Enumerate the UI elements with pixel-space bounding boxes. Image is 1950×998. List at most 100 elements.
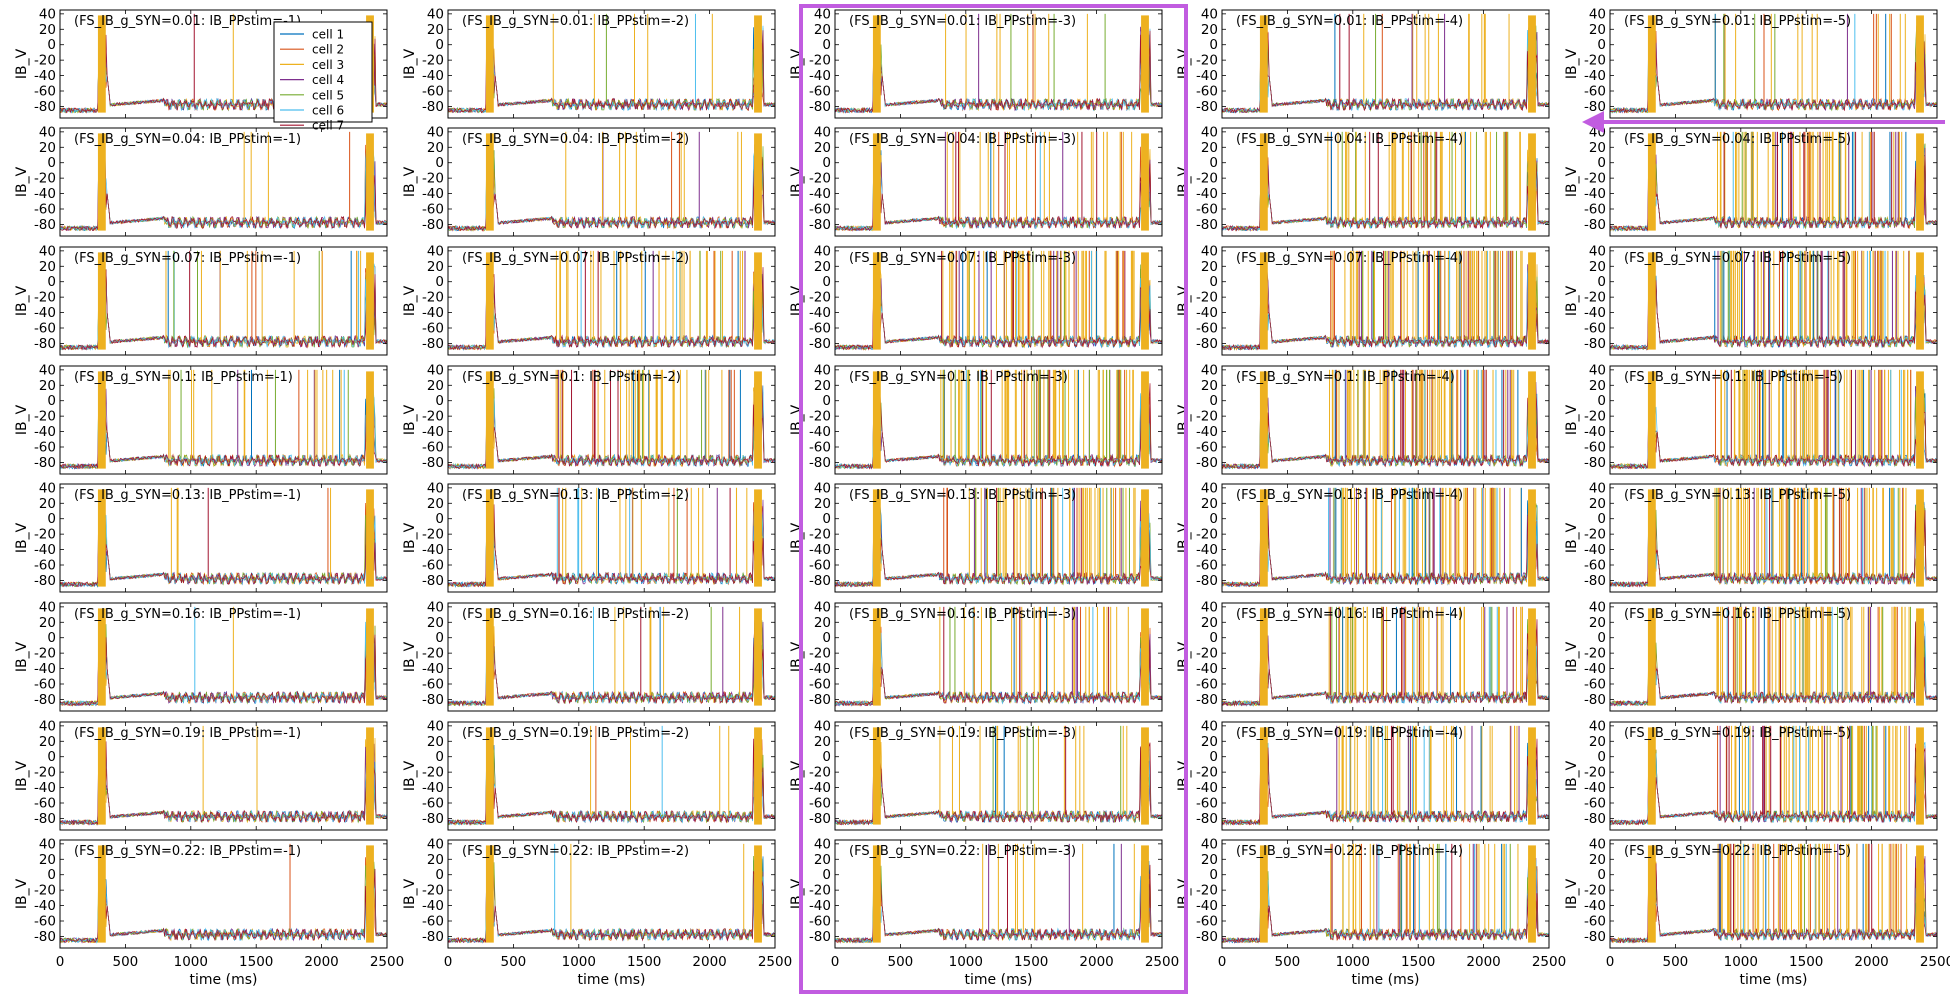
- burst-1: [1259, 845, 1268, 943]
- y-tick-label: 40: [1589, 6, 1606, 22]
- burst-1: [1259, 727, 1268, 825]
- y-tick-label: 40: [39, 6, 56, 22]
- y-tick-label: 0: [1597, 630, 1606, 646]
- y-tick-label: -40: [34, 186, 56, 202]
- burst-1: [97, 133, 106, 231]
- y-tick-label: -40: [34, 661, 56, 677]
- traces: [448, 369, 775, 470]
- panel-6-3: 40200-20-40-60-80IB_V(FS_IB_g_SYN=0.19: …: [1176, 718, 1550, 831]
- trace-cell-7: [1222, 738, 1549, 826]
- burst-2: [754, 845, 762, 943]
- y-tick-label: 0: [1597, 867, 1606, 883]
- burst-2: [366, 727, 374, 825]
- trace-cell-6: [448, 149, 775, 232]
- y-tick-label: 0: [1597, 155, 1606, 171]
- y-tick-label: -60: [809, 84, 831, 100]
- x-axis-label: time (ms): [190, 972, 258, 988]
- trace-cell-5: [1222, 502, 1549, 587]
- trace-cell-7: [60, 390, 387, 469]
- y-tick-label: -80: [34, 455, 56, 471]
- y-tick-label: -40: [809, 661, 831, 677]
- x-tick-label: 1000: [1336, 954, 1370, 970]
- trace-cell-6: [1222, 738, 1549, 825]
- axes-box: [447, 483, 776, 593]
- y-tick-label: -80: [34, 692, 56, 708]
- y-tick-label: 20: [39, 378, 56, 394]
- trace-cell-7: [60, 738, 387, 826]
- burst-1: [485, 727, 494, 825]
- trace-cell-6: [448, 25, 775, 114]
- trace-cell-5: [835, 264, 1162, 351]
- y-tick-label: -20: [1584, 646, 1606, 662]
- trace-cell-7: [1610, 272, 1937, 351]
- burst-2: [1916, 371, 1924, 469]
- y-tick-label: 20: [1201, 496, 1218, 512]
- trace-cell-6: [835, 27, 1162, 114]
- x-tick-label: 0: [1606, 954, 1615, 970]
- trace-cell-4: [448, 383, 775, 470]
- trace-cell-6: [1610, 618, 1937, 707]
- panel-title: (FS_IB_g_SYN=0.01: IB_PPstim=-4): [1236, 14, 1463, 29]
- burst-1: [872, 15, 881, 113]
- burst-2: [754, 371, 762, 469]
- y-tick-label: 0: [822, 37, 831, 53]
- axes-box: [1221, 721, 1550, 831]
- y-tick-label: 40: [39, 599, 56, 615]
- y-tick-label: -80: [1196, 336, 1218, 352]
- y-tick-label: -20: [34, 527, 56, 543]
- trace-cell-3: [448, 387, 775, 470]
- burst-2: [1916, 252, 1924, 350]
- trace-cell-7: [1610, 389, 1937, 470]
- axes-box: [447, 246, 776, 356]
- burst-2: [1141, 133, 1149, 231]
- y-tick-label: 0: [435, 867, 444, 883]
- y-tick-label: -80: [809, 217, 831, 233]
- y-tick-label: 20: [39, 259, 56, 275]
- y-tick-label: -80: [809, 929, 831, 945]
- y-tick-label: -60: [34, 914, 56, 930]
- trace-cell-6: [1222, 144, 1549, 232]
- panel-title: (FS_IB_g_SYN=0.13: IB_PPstim=-4): [1236, 488, 1463, 503]
- y-tick-label: 0: [435, 630, 444, 646]
- axes-box: [1221, 602, 1550, 712]
- panel-title: (FS_IB_g_SYN=0.22: IB_PPstim=-1): [74, 844, 301, 859]
- burst-2: [754, 133, 762, 231]
- panel-title: (FS_IB_g_SYN=0.07: IB_PPstim=-1): [74, 251, 301, 266]
- y-tick-label: 40: [1201, 836, 1218, 852]
- trace-cell-6: [448, 859, 775, 944]
- trace-cell-7: [1222, 619, 1549, 707]
- burst-1: [97, 489, 106, 587]
- x-tick-label: 0: [444, 954, 453, 970]
- y-tick-label: 0: [822, 155, 831, 171]
- burst-2: [754, 15, 762, 113]
- y-tick-label: 20: [39, 496, 56, 512]
- panel-1-3: 40200-20-40-60-80IB_V(FS_IB_g_SYN=0.04: …: [1176, 124, 1550, 237]
- panel-title: (FS_IB_g_SYN=0.19: IB_PPstim=-4): [1236, 726, 1463, 741]
- y-tick-label: -20: [1196, 290, 1218, 306]
- y-tick-label: 40: [427, 718, 444, 734]
- y-tick-label: -80: [34, 217, 56, 233]
- trace-cell-7: [60, 502, 387, 588]
- burst-1: [485, 371, 494, 469]
- trace-cell-7: [60, 624, 387, 706]
- y-tick-label: 20: [1201, 259, 1218, 275]
- y-tick-label: -80: [809, 99, 831, 115]
- y-tick-label: -80: [1196, 692, 1218, 708]
- traces: [60, 725, 387, 826]
- y-tick-label: -60: [809, 202, 831, 218]
- x-tick-label: 2500: [1920, 954, 1950, 970]
- burst-2: [366, 845, 374, 943]
- y-tick-label: -60: [1196, 677, 1218, 693]
- trace-cell-6: [1610, 30, 1937, 114]
- axes-box: [59, 602, 388, 712]
- panel-title: (FS_IB_g_SYN=0.01: IB_PPstim=-1): [74, 14, 301, 29]
- y-axis-label: IB_V: [1564, 641, 1580, 672]
- trace-cell-7: [1222, 864, 1549, 944]
- trace-cell-6: [1222, 393, 1549, 470]
- axes-box: [59, 127, 388, 237]
